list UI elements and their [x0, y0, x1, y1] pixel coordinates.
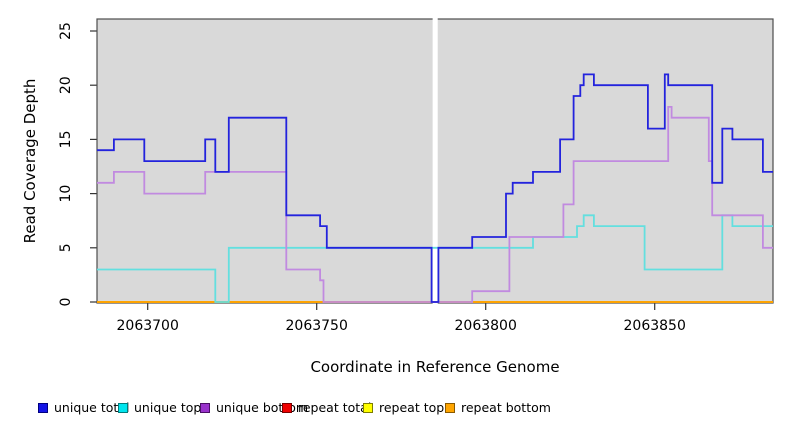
- y-tick-label: 5: [58, 243, 74, 252]
- series-line-unique-top: [97, 214, 773, 303]
- legend-label: unique top: [134, 400, 202, 415]
- legend-label: repeat bottom: [461, 400, 551, 415]
- y-tick-label: 0: [58, 298, 74, 307]
- legend-swatch-icon: [118, 403, 128, 413]
- legend-swatch-icon: [445, 403, 455, 413]
- series-line-unique-total: [97, 73, 773, 303]
- legend-item-unique-total: unique total: [38, 401, 129, 415]
- legend-item-repeat-top: repeat top: [363, 401, 444, 415]
- y-axis-title: Read Coverage Depth: [21, 78, 39, 244]
- x-tick-label: 2063800: [455, 318, 517, 334]
- legend-label: repeat total: [298, 400, 372, 415]
- legend: unique total unique top unique bottom repea…: [0, 401, 792, 425]
- x-axis-title: Coordinate in Reference Genome: [310, 358, 560, 376]
- plot-canvas: 2063700 2063750 2063800 2063850 0 5 10 15 20 25: [58, 17, 774, 334]
- legend-item-repeat-bottom: repeat bottom: [445, 401, 551, 415]
- y-tick-label: 25: [58, 22, 74, 40]
- legend-swatch-icon: [38, 403, 48, 413]
- y-tick-label: 20: [58, 76, 74, 94]
- legend-item-unique-top: unique top: [118, 401, 201, 415]
- legend-label: unique total: [54, 400, 130, 415]
- legend-item-repeat-total: repeat total: [282, 401, 371, 415]
- x-tick-label: 2063700: [117, 318, 179, 334]
- legend-label: repeat top: [379, 400, 445, 415]
- x-tick-label: 2063750: [286, 318, 348, 334]
- legend-swatch-icon: [200, 403, 210, 413]
- gap-band: [432, 17, 438, 304]
- legend-swatch-icon: [363, 403, 373, 413]
- y-tick-label: 10: [58, 185, 74, 203]
- legend-swatch-icon: [282, 403, 292, 413]
- x-tick-label: 2063850: [624, 318, 686, 334]
- series-line-unique-bottom: [97, 106, 773, 303]
- y-tick-label: 15: [58, 130, 74, 148]
